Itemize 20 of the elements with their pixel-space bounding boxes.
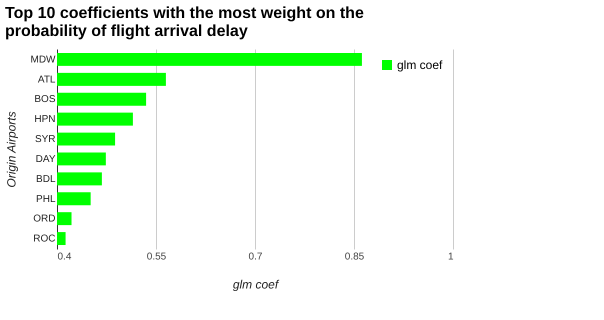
y-tick-label: SYR — [34, 134, 56, 146]
y-tick-label: ROC — [33, 234, 56, 245]
y-tick-label: ORD — [33, 214, 56, 225]
x-tick-label: 0.4 — [58, 252, 72, 262]
legend-label: glm coef — [397, 58, 444, 72]
x-axis-title: glm coef — [232, 278, 280, 292]
x-tick-label: 0.55 — [146, 252, 167, 262]
y-tick-label: ATL — [38, 74, 56, 86]
y-tick-label: BOS — [34, 94, 56, 106]
y-tick-label: MDW — [30, 54, 56, 66]
y-tick-label: PHL — [36, 194, 56, 205]
text: probability of flight arrival delay — [5, 23, 248, 40]
x-tick-label: 0.7 — [248, 252, 263, 262]
x-tick-label: 1 — [448, 252, 454, 262]
y-axis-title: Origin Airports — [4, 111, 19, 188]
x-tick-label: 0.85 — [344, 252, 365, 262]
y-tick-label: DAY — [36, 154, 56, 165]
text: Top 10 coefficients with the most weight on the — [5, 5, 364, 22]
y-tick-label: BDL — [36, 174, 56, 185]
y-tick-label: HPN — [34, 114, 56, 126]
